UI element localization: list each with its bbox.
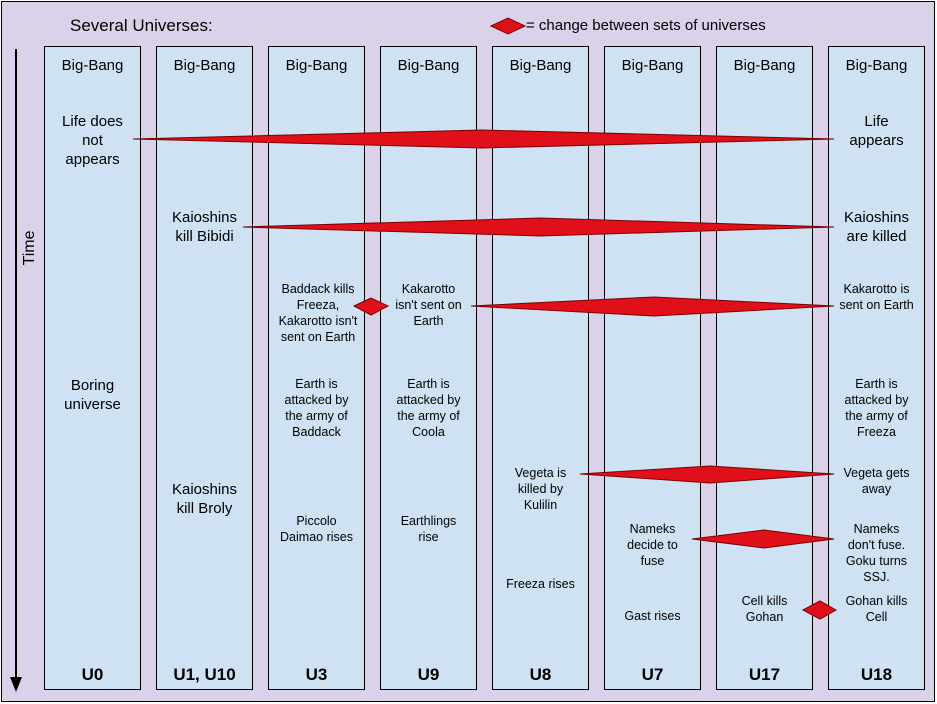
event-vegeta-killed: Vegeta is killed by Kulilin bbox=[514, 466, 567, 512]
big-bang-label: Big-Bang bbox=[621, 57, 684, 74]
big-bang-label: Big-Bang bbox=[61, 57, 124, 74]
split-diamond-cell bbox=[801, 600, 838, 620]
legend-diamond-marker bbox=[489, 17, 527, 35]
universe-label: U1, U10 bbox=[173, 665, 236, 684]
event-life-appears: Life appears bbox=[849, 113, 904, 149]
event-boring-universe: Boring universe bbox=[64, 377, 121, 413]
event-earth-attacked-freeza: Earth is attacked by the army of Freeza bbox=[844, 377, 909, 439]
universe-column-u17 bbox=[716, 46, 813, 690]
event-cell-kills-gohan: Cell kills Gohan bbox=[741, 594, 788, 624]
big-bang-label: Big-Bang bbox=[285, 57, 348, 74]
universe-column-u8 bbox=[492, 46, 589, 690]
split-diamond-baddack bbox=[352, 297, 390, 316]
event-kaioshins-kill-broly: Kaioshins kill Broly bbox=[171, 481, 238, 517]
split-diamond-life bbox=[132, 129, 835, 149]
event-piccolo-rises: Piccolo Daimao rises bbox=[280, 514, 353, 544]
universe-column-u18 bbox=[828, 46, 925, 690]
event-kakarotto-sent: Kakarotto is sent on Earth bbox=[839, 282, 914, 312]
big-bang-label: Big-Bang bbox=[733, 57, 796, 74]
event-kaioshins-are-killed: Kaioshins are killed bbox=[843, 209, 910, 245]
split-diamond-kakarotto bbox=[470, 296, 835, 317]
split-diamond-kaioshins bbox=[242, 217, 835, 237]
universe-label: U7 bbox=[641, 665, 664, 684]
event-kakarotto-not-sent: Kakarotto isn't sent on Earth bbox=[395, 282, 462, 328]
universe-label: U18 bbox=[860, 665, 893, 684]
split-diamond-nameks bbox=[691, 529, 835, 549]
event-vegeta-gets-away: Vegeta gets away bbox=[843, 466, 910, 496]
universe-column-u7 bbox=[604, 46, 701, 690]
big-bang-label: Big-Bang bbox=[845, 57, 908, 74]
event-kaioshins-kill-bibidi: Kaioshins kill Bibidi bbox=[171, 209, 238, 245]
event-gast-rises: Gast rises bbox=[624, 609, 681, 623]
event-earth-attacked-baddack: Earth is attacked by the army of Baddack bbox=[284, 377, 349, 439]
universe-column-u0 bbox=[44, 46, 141, 690]
universe-column-u9 bbox=[380, 46, 477, 690]
big-bang-label: Big-Bang bbox=[173, 57, 236, 74]
event-nameks-fuse: Nameks decide to fuse bbox=[627, 522, 678, 568]
event-baddack-kills-freeza: Baddack kills Freeza, Kakarotto isn't sent … bbox=[278, 282, 358, 344]
event-earthlings-rise: Earthlings rise bbox=[400, 514, 457, 544]
universe-label: U9 bbox=[417, 665, 440, 684]
event-gohan-kills-cell: Gohan kills Cell bbox=[845, 594, 908, 624]
diagram-title: Several Universes: bbox=[70, 16, 213, 35]
universe-label: U8 bbox=[529, 665, 552, 684]
split-diamond-vegeta bbox=[579, 465, 835, 484]
big-bang-label: Big-Bang bbox=[397, 57, 460, 74]
big-bang-label: Big-Bang bbox=[509, 57, 572, 74]
legend-text: = change between sets of universes bbox=[526, 17, 766, 34]
universe-column-u1-u10 bbox=[156, 46, 253, 690]
event-life-does-not-appear: Life does not appears bbox=[62, 113, 123, 168]
event-nameks-dont-fuse: Nameks don't fuse. Goku turns SSJ. bbox=[845, 522, 908, 584]
universe-label: U0 bbox=[81, 665, 104, 684]
universe-label: U17 bbox=[748, 665, 781, 684]
universe-label: U3 bbox=[305, 665, 328, 684]
universe-column-u3 bbox=[268, 46, 365, 690]
time-arrow-head bbox=[10, 677, 22, 692]
event-freeza-rises: Freeza rises bbox=[506, 577, 575, 591]
event-earth-attacked-coola: Earth is attacked by the army of Coola bbox=[396, 377, 461, 439]
